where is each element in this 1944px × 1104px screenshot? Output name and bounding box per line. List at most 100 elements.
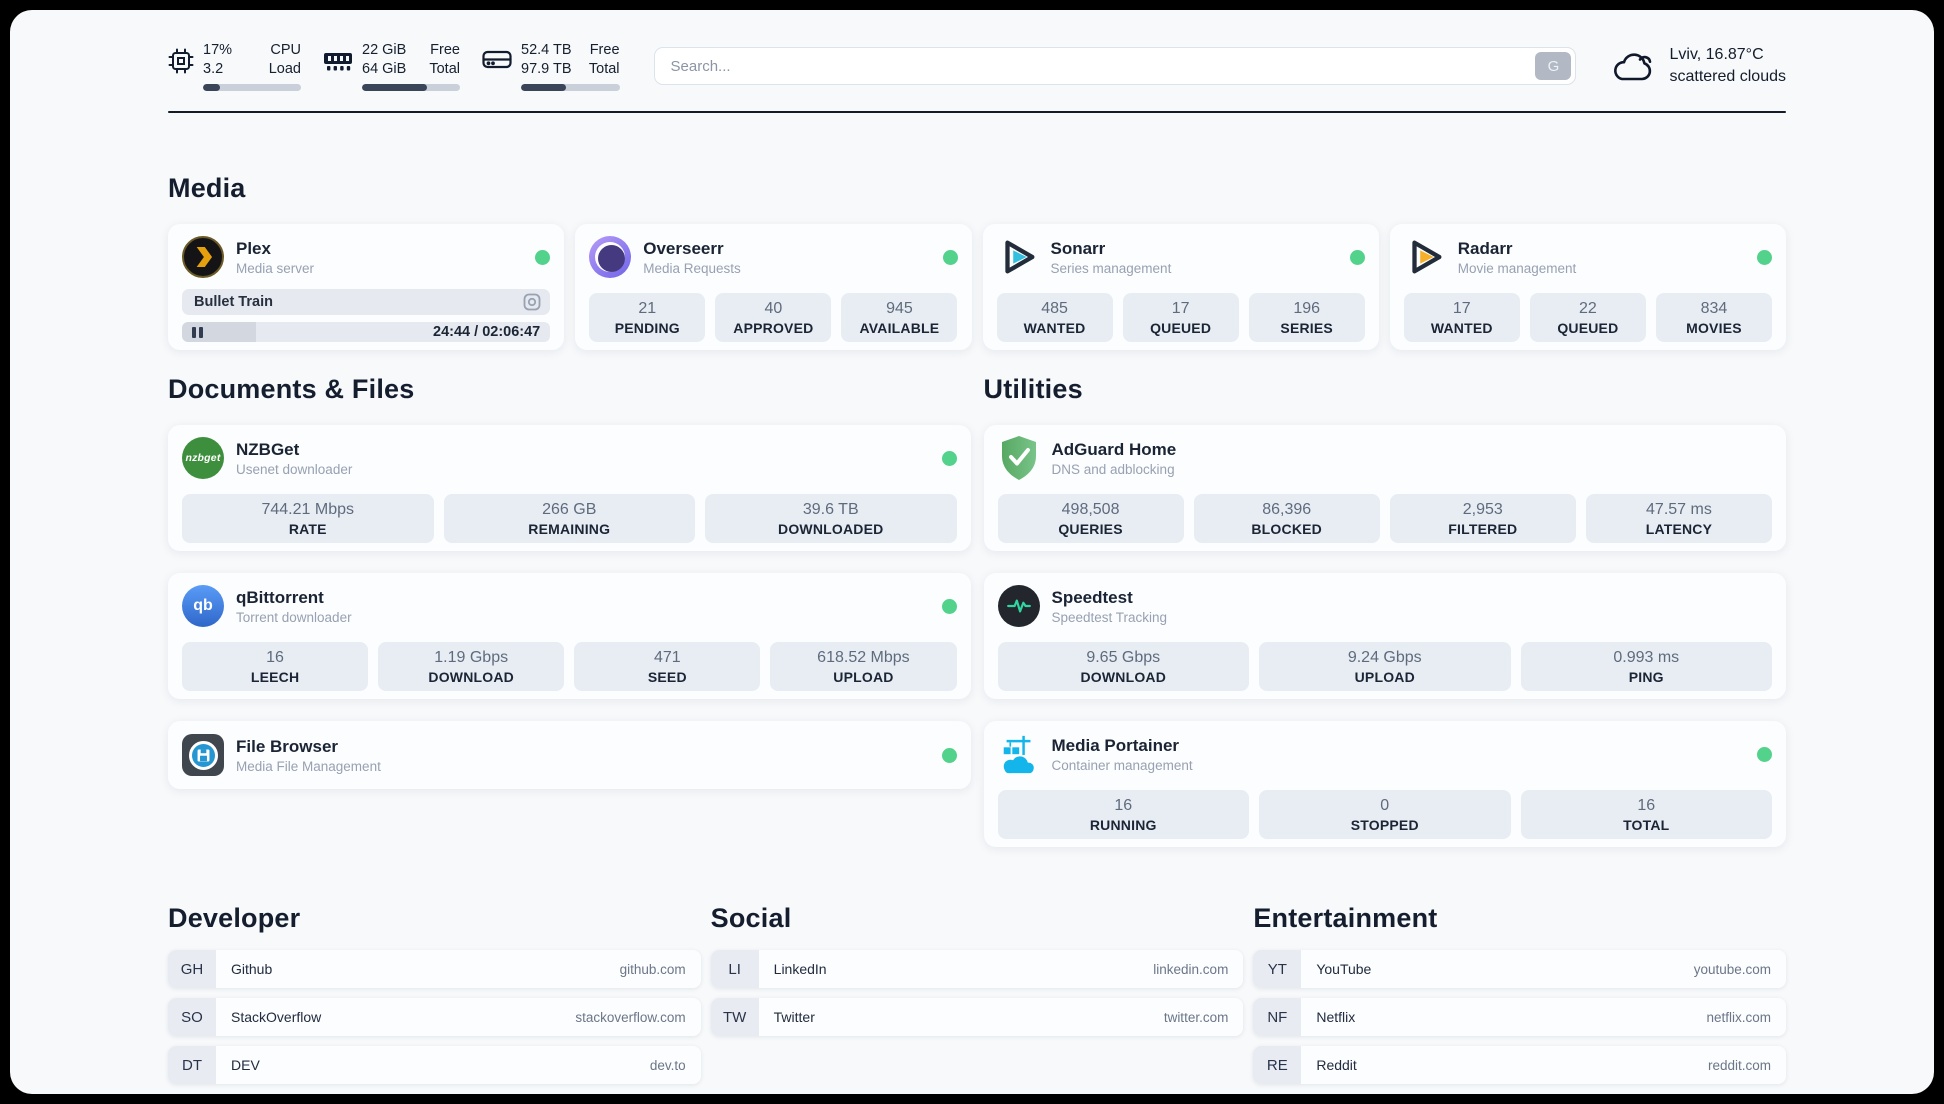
service-card-plex[interactable]: Plex Media server Bullet Train bbox=[168, 224, 565, 350]
overseerr-card-header: Overseerr Media Requests bbox=[589, 236, 958, 278]
stat-leech: 16 LEECH bbox=[182, 642, 369, 691]
nzbget-logo-text: nzbget bbox=[185, 452, 221, 464]
app-subtitle: Torrent downloader bbox=[236, 609, 352, 625]
speedtest-meta: Speedtest Speedtest Tracking bbox=[1052, 588, 1168, 625]
bookmark-youtube[interactable]: YT YouTube youtube.com bbox=[1253, 950, 1786, 988]
bookmark-name: DEV bbox=[231, 1057, 260, 1073]
disk-label-1: Free bbox=[589, 41, 620, 58]
ram-stat-body: 22 GiB 64 GiB Free Total bbox=[362, 41, 460, 92]
stat-label: QUEUED bbox=[1557, 320, 1619, 336]
entertainment-links: YT YouTube youtube.com NF Netflix netfli… bbox=[1253, 950, 1786, 1084]
stat-value: 498,508 bbox=[1061, 501, 1120, 518]
stat-label: QUEUED bbox=[1150, 320, 1212, 336]
bookmark-stackoverflow[interactable]: SO StackOverflow stackoverflow.com bbox=[168, 998, 701, 1036]
service-card-qbittorrent[interactable]: qb qBittorrent Torrent downloader 16 LEEC… bbox=[168, 573, 971, 699]
nzbget-card-header: nzbget NZBGet Usenet downloader bbox=[182, 437, 957, 479]
service-card-portainer[interactable]: Media Portainer Container management 16 R… bbox=[983, 721, 1786, 847]
bookmark-linkedin[interactable]: LI LinkedIn linkedin.com bbox=[710, 950, 1244, 988]
app-subtitle: Container management bbox=[1051, 757, 1193, 773]
weather-text: Lviv, 16.87°C scattered clouds bbox=[1669, 44, 1786, 87]
status-online-dot bbox=[941, 450, 957, 466]
cpu-progress-bar bbox=[203, 84, 301, 92]
search-input[interactable] bbox=[653, 47, 1577, 85]
status-online-dot bbox=[942, 249, 958, 265]
stat-value: 1.19 Gbps bbox=[434, 649, 509, 666]
app-name: Plex bbox=[236, 238, 271, 258]
cpu-label-1: CPU bbox=[270, 41, 301, 58]
search-engine-button[interactable]: G bbox=[1535, 52, 1572, 80]
bookmark-dev[interactable]: DT DEV dev.to bbox=[168, 1046, 701, 1084]
service-card-overseerr[interactable]: Overseerr Media Requests 21 PENDING 40 APP… bbox=[575, 224, 972, 350]
disk-label-2: Total bbox=[588, 61, 620, 77]
app-subtitle: Series management bbox=[1050, 260, 1172, 276]
service-card-nzbget[interactable]: nzbget NZBGet Usenet downloader 744.21 M… bbox=[168, 425, 971, 551]
cpu-load: 3.2 bbox=[203, 61, 224, 77]
service-card-speedtest[interactable]: Speedtest Speedtest Tracking 9.65 Gbps DO… bbox=[983, 573, 1786, 699]
service-card-filebrowser[interactable]: File Browser Media File Management bbox=[168, 721, 971, 789]
status-online-dot bbox=[535, 249, 551, 265]
app-name: Media Portainer bbox=[1051, 735, 1180, 755]
pause-icon[interactable] bbox=[192, 326, 203, 338]
stat-label: DOWNLOAD bbox=[428, 669, 514, 685]
ram-labels: Free Total bbox=[426, 41, 460, 79]
stat-label: STOPPED bbox=[1350, 817, 1419, 833]
disk-stat-body: 52.4 TB 97.9 TB Free Total bbox=[521, 41, 620, 92]
bookmark-abbr: YT bbox=[1253, 950, 1302, 988]
cloud-icon bbox=[1614, 53, 1652, 81]
stat-upload: 618.52 Mbps UPLOAD bbox=[770, 642, 957, 691]
filebrowser-card-header: File Browser Media File Management bbox=[182, 734, 957, 776]
stat-latency: 47.57 ms LATENCY bbox=[1585, 494, 1772, 543]
developer-column: Developer GH Github github.com SO StackO… bbox=[168, 903, 701, 1084]
ram-stat: 22 GiB 64 GiB Free Total bbox=[323, 41, 460, 92]
radarr-meta: Radarr Movie management bbox=[1458, 239, 1577, 276]
bookmark-netflix[interactable]: NF Netflix netflix.com bbox=[1253, 998, 1786, 1036]
stat-value: 0.993 ms bbox=[1613, 649, 1680, 666]
stat-queries: 498,508 QUERIES bbox=[997, 494, 1184, 543]
bookmark-github[interactable]: GH Github github.com bbox=[168, 950, 701, 988]
service-card-radarr[interactable]: Radarr Movie management 17 WANTED 22 QUEUE… bbox=[1389, 224, 1786, 350]
stat-value: 0 bbox=[1380, 797, 1390, 814]
bookmark-url: twitter.com bbox=[1163, 1009, 1229, 1025]
plex-card-header: Plex Media server bbox=[182, 236, 551, 278]
adguard-card-header: AdGuard Home DNS and adblocking bbox=[998, 436, 1773, 480]
cpu-progress-fill bbox=[203, 84, 220, 92]
stat-rate: 744.21 Mbps RATE bbox=[182, 494, 434, 543]
stat-value: 618.52 Mbps bbox=[817, 649, 910, 666]
stat-total: 16 TOTAL bbox=[1520, 790, 1772, 839]
adguard-stats: 498,508 QUERIES 86,396 BLOCKED 2,953 FILTER… bbox=[997, 494, 1772, 543]
disk-total: 97.9 TB bbox=[521, 61, 572, 77]
bookmark-name: Reddit bbox=[1316, 1057, 1357, 1073]
bookmark-url: youtube.com bbox=[1693, 961, 1771, 977]
plex-icon bbox=[182, 236, 224, 278]
stat-label: PING bbox=[1628, 669, 1664, 685]
disk-values: 52.4 TB 97.9 TB bbox=[521, 41, 572, 79]
app-name: qBittorrent bbox=[236, 587, 324, 607]
stat-value: 16 bbox=[1637, 797, 1656, 814]
bookmark-reddit[interactable]: RE Reddit reddit.com bbox=[1253, 1046, 1786, 1084]
stat-wanted: 17 WANTED bbox=[1403, 293, 1520, 342]
cpu-stat-body: 17% 3.2 CPU Load bbox=[203, 41, 301, 92]
stat-value: 471 bbox=[653, 649, 681, 666]
bookmark-name: Netflix bbox=[1316, 1009, 1356, 1025]
adguard-icon bbox=[998, 436, 1040, 480]
portainer-stats: 16 RUNNING 0 STOPPED 16 TOTAL bbox=[997, 790, 1772, 839]
stat-remaining: 266 GB REMAINING bbox=[443, 494, 695, 543]
bookmark-url: github.com bbox=[619, 961, 686, 977]
stat-value: 196 bbox=[1293, 300, 1321, 317]
service-card-adguard[interactable]: AdGuard Home DNS and adblocking 498,508 Q… bbox=[983, 425, 1786, 551]
bookmark-abbr: RE bbox=[1253, 1046, 1302, 1084]
weather-location: Lviv, 16.87°C bbox=[1669, 46, 1764, 64]
bookmark-twitter[interactable]: TW Twitter twitter.com bbox=[710, 998, 1244, 1036]
playback-progress-bar[interactable]: 24:44 / 02:06:47 bbox=[182, 322, 551, 342]
service-card-sonarr[interactable]: Sonarr Series management 485 WANTED 17 QUE… bbox=[982, 224, 1379, 350]
now-playing-detail-icon[interactable] bbox=[523, 293, 541, 311]
section-title-entertainment: Entertainment bbox=[1253, 903, 1438, 933]
nzbget-meta: NZBGet Usenet downloader bbox=[236, 440, 352, 477]
entertainment-column: Entertainment YT YouTube youtube.com NF … bbox=[1253, 903, 1786, 1084]
app-subtitle: Speedtest Tracking bbox=[1051, 609, 1168, 625]
bookmark-name: Twitter bbox=[773, 1009, 815, 1025]
sonarr-meta: Sonarr Series management bbox=[1051, 239, 1172, 276]
stat-value: 22 bbox=[1578, 300, 1597, 317]
qbittorrent-icon: qb bbox=[182, 585, 224, 627]
stat-value: 40 bbox=[764, 300, 783, 317]
